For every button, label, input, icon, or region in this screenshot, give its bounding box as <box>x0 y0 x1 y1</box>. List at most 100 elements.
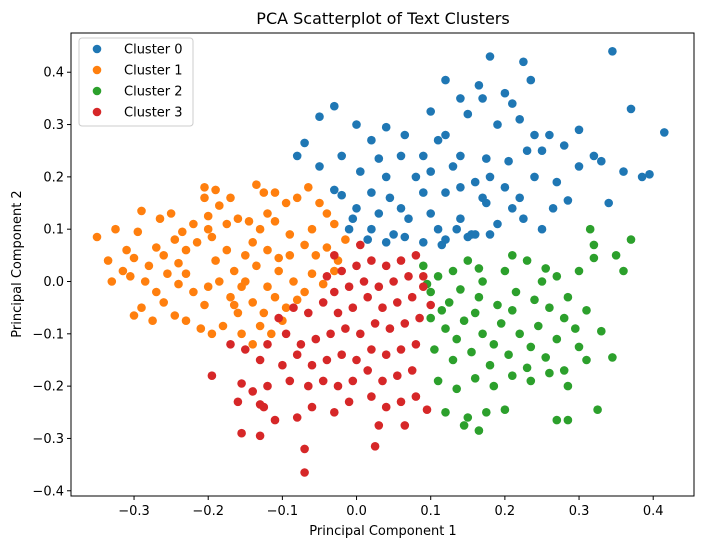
cluster-3-point <box>374 282 384 292</box>
cluster-3-point <box>304 381 313 391</box>
cluster-2-point <box>508 251 517 260</box>
x-tick-label: 0.3 <box>569 504 590 519</box>
cluster-2-point <box>452 384 462 394</box>
cluster-0-point <box>367 135 376 145</box>
cluster-2-point <box>426 313 436 323</box>
cluster-1-point <box>222 219 232 229</box>
cluster-2-point <box>433 272 443 281</box>
cluster-1-point <box>203 224 213 234</box>
cluster-2-point <box>441 408 450 417</box>
cluster-0-point <box>545 130 554 140</box>
cluster-2-point <box>508 306 517 315</box>
cluster-0-point <box>367 188 376 197</box>
cluster-2-point <box>482 408 491 417</box>
cluster-3-point <box>337 350 347 360</box>
cluster-0-point <box>530 172 539 182</box>
cluster-1-point <box>107 277 117 286</box>
cluster-2-point <box>459 421 469 430</box>
cluster-3-point <box>330 287 339 297</box>
cluster-1-point <box>289 277 298 286</box>
cluster-0-point <box>660 128 669 137</box>
cluster-0-point <box>437 240 447 250</box>
cluster-3-point <box>385 324 395 333</box>
cluster-1-point <box>263 282 272 292</box>
cluster-0-point <box>330 185 339 195</box>
cluster-2-point <box>574 266 584 276</box>
cluster-3-point <box>270 415 280 425</box>
cluster-1-point <box>126 272 135 281</box>
y-axis: −0.4 −0.3 −0.2 −0.1 0.0 0.1 0.2 0.3 0.4 <box>32 66 71 499</box>
cluster-1-point <box>300 240 309 250</box>
y-tick-label: −0.2 <box>32 380 64 395</box>
plot-area-frame <box>70 32 695 497</box>
cluster-3-point <box>359 277 369 286</box>
cluster-1-point <box>152 243 161 252</box>
y-tick-label: −0.1 <box>32 327 64 342</box>
cluster-3-point <box>322 272 332 281</box>
cluster-3-point <box>367 345 376 354</box>
cluster-2-point <box>585 224 595 234</box>
cluster-1-point <box>241 251 250 260</box>
cluster-1-point <box>307 269 317 279</box>
cluster-3-point <box>422 405 432 415</box>
cluster-3-point <box>356 240 365 250</box>
y-tick-label: 0.3 <box>43 118 64 133</box>
cluster-0-point <box>530 130 539 140</box>
cluster-2-point <box>500 266 510 276</box>
cluster-2-point <box>504 350 513 360</box>
legend-label: Cluster 0 <box>124 43 183 58</box>
cluster-3-point <box>311 334 321 344</box>
y-tick-label: −0.4 <box>32 484 64 499</box>
cluster-3-point <box>396 397 406 407</box>
cluster-3-point <box>304 308 313 318</box>
cluster-1-point <box>189 287 198 297</box>
cluster-2-point <box>489 340 499 349</box>
cluster-1-point <box>229 300 239 310</box>
cluster-0-point <box>337 151 347 161</box>
cluster-1-point <box>252 261 261 271</box>
cluster-0-point <box>548 204 558 213</box>
cluster-0-point <box>604 198 613 208</box>
cluster-1-point <box>174 279 183 289</box>
cluster-2-point <box>559 366 569 375</box>
cluster-0-point <box>470 230 480 239</box>
cluster-2-point <box>545 303 554 313</box>
cluster-1-point <box>255 321 265 331</box>
cluster-1-point <box>181 269 191 279</box>
y-tick-label: 0.2 <box>43 170 64 185</box>
cluster-1-point <box>203 211 213 221</box>
cluster-1-point <box>174 258 183 268</box>
cluster-1-point <box>300 287 309 297</box>
cluster-1-point <box>259 308 269 318</box>
cluster-2-point <box>470 308 480 318</box>
cluster-1-point <box>196 324 206 333</box>
cluster-0-point <box>485 52 495 61</box>
cluster-0-point <box>493 120 502 129</box>
cluster-1-point <box>129 311 139 320</box>
cluster-1-point <box>111 224 120 234</box>
x-tick-label: 0.2 <box>495 504 516 519</box>
cluster-1-point <box>159 298 168 307</box>
cluster-1-point <box>229 266 239 276</box>
cluster-1-point <box>200 300 209 310</box>
cluster-2-point <box>626 235 636 244</box>
cluster-0-point <box>385 193 395 203</box>
cluster-0-point <box>493 219 502 229</box>
cluster-2-point <box>426 287 436 297</box>
cluster-3-point <box>207 371 217 381</box>
cluster-0-point <box>500 88 510 98</box>
cluster-2-point <box>589 253 599 263</box>
cluster-2-point <box>441 324 450 333</box>
cluster-0-point <box>419 238 428 247</box>
cluster-1-point <box>237 329 246 339</box>
cluster-0-point <box>315 162 324 171</box>
cluster-3-point <box>318 376 328 386</box>
cluster-3-point <box>363 366 373 375</box>
cluster-0-point <box>374 154 384 163</box>
x-axis: −0.3 −0.2 −0.1 0.0 0.1 0.2 0.3 0.4 <box>118 496 664 519</box>
cluster-3-point <box>407 292 417 302</box>
cluster-0-point <box>433 224 443 234</box>
cluster-3-point <box>289 303 298 313</box>
cluster-2-point <box>552 415 562 425</box>
cluster-0-point <box>292 151 302 161</box>
